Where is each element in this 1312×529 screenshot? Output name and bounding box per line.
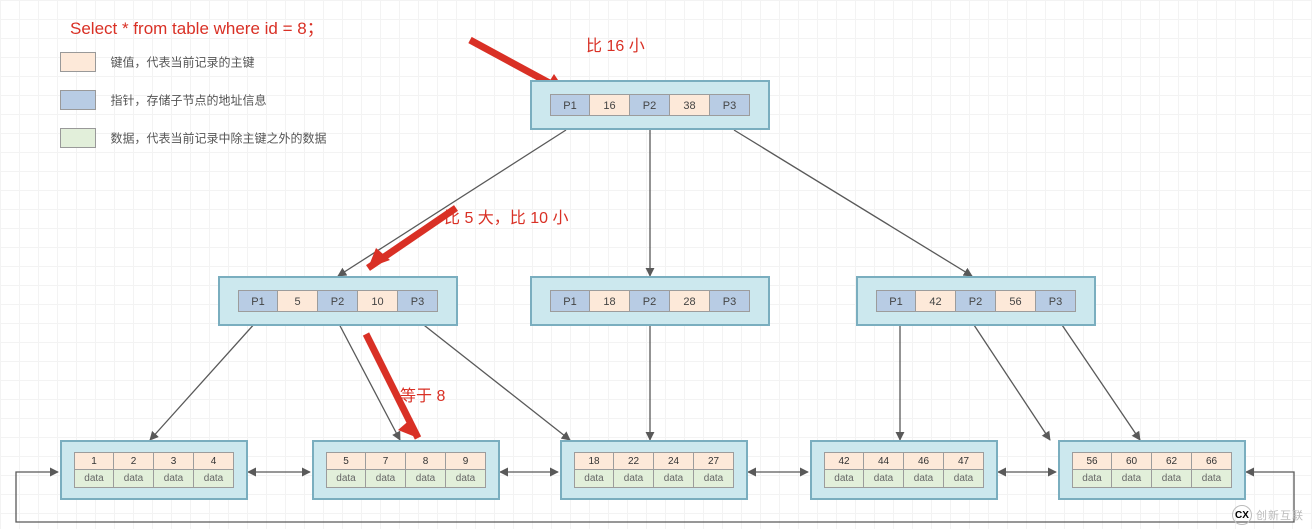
cell-ptr: P1 bbox=[876, 290, 916, 312]
cell-ptr: P3 bbox=[710, 290, 750, 312]
leaf-key: 44 bbox=[864, 452, 904, 470]
leaf-data: data bbox=[574, 470, 614, 488]
cell-ptr: P1 bbox=[238, 290, 278, 312]
legend-label: 键值，代表当前记录的主键 bbox=[110, 56, 254, 70]
legend-label: 指针，存储子节点的地址信息 bbox=[110, 94, 266, 108]
leaf-key: 2 bbox=[114, 452, 154, 470]
legend-item: 键值，代表当前记录的主键 bbox=[60, 52, 326, 72]
cell-key: 10 bbox=[358, 290, 398, 312]
leaf-key: 47 bbox=[944, 452, 984, 470]
leaf-key: 66 bbox=[1192, 452, 1232, 470]
leaf-data: data bbox=[1072, 470, 1112, 488]
leaf-data: data bbox=[366, 470, 406, 488]
leaf-data: data bbox=[1112, 470, 1152, 488]
leaf-data: data bbox=[406, 470, 446, 488]
legend-item: 数据，代表当前记录中除主键之外的数据 bbox=[60, 128, 326, 148]
leaf-key: 42 bbox=[824, 452, 864, 470]
watermark-text: 创新互联 bbox=[1256, 507, 1304, 523]
leaf-data: data bbox=[654, 470, 694, 488]
leaf-data: data bbox=[944, 470, 984, 488]
leaf-data: data bbox=[114, 470, 154, 488]
legend-item: 指针，存储子节点的地址信息 bbox=[60, 90, 326, 110]
leaf-key: 5 bbox=[326, 452, 366, 470]
leaf-key: 3 bbox=[154, 452, 194, 470]
leaf-key: 27 bbox=[694, 452, 734, 470]
cell-ptr: P1 bbox=[550, 94, 590, 116]
leaf-data: data bbox=[864, 470, 904, 488]
leaf-key: 18 bbox=[574, 452, 614, 470]
leaf-key: 7 bbox=[366, 452, 406, 470]
annotation-1: 比 16 小 bbox=[586, 32, 645, 56]
cell-key: 28 bbox=[670, 290, 710, 312]
leaf-key: 1 bbox=[74, 452, 114, 470]
leaf-data: data bbox=[326, 470, 366, 488]
cell-ptr: P2 bbox=[318, 290, 358, 312]
leaf-key: 60 bbox=[1112, 452, 1152, 470]
index-node-root: P1 16 P2 38 P3 bbox=[530, 80, 770, 130]
leaf-data: data bbox=[446, 470, 486, 488]
legend-label: 数据，代表当前记录中除主键之外的数据 bbox=[110, 132, 326, 146]
cell-ptr: P2 bbox=[630, 94, 670, 116]
leaf-node-3: 18 22 24 27 data data data data bbox=[560, 440, 748, 500]
leaf-data: data bbox=[904, 470, 944, 488]
leaf-key: 9 bbox=[446, 452, 486, 470]
cell-ptr: P3 bbox=[710, 94, 750, 116]
cell-ptr: P3 bbox=[1036, 290, 1076, 312]
index-node-m2: P1 18 P2 28 P3 bbox=[530, 276, 770, 326]
cell-key: 42 bbox=[916, 290, 956, 312]
leaf-data: data bbox=[694, 470, 734, 488]
leaf-key: 24 bbox=[654, 452, 694, 470]
cell-ptr: P2 bbox=[956, 290, 996, 312]
leaf-data: data bbox=[74, 470, 114, 488]
leaf-node-1: 1 2 3 4 data data data data bbox=[60, 440, 248, 500]
annotation-3: 等于 8 bbox=[400, 382, 445, 406]
leaf-key: 22 bbox=[614, 452, 654, 470]
index-node-m1: P1 5 P2 10 P3 bbox=[218, 276, 458, 326]
leaf-key: 4 bbox=[194, 452, 234, 470]
leaf-key: 56 bbox=[1072, 452, 1112, 470]
leaf-data: data bbox=[824, 470, 864, 488]
cell-key: 18 bbox=[590, 290, 630, 312]
leaf-data: data bbox=[154, 470, 194, 488]
cell-key: 38 bbox=[670, 94, 710, 116]
leaf-data: data bbox=[1152, 470, 1192, 488]
legend-swatch-key bbox=[60, 52, 96, 72]
leaf-key: 46 bbox=[904, 452, 944, 470]
cell-ptr: P2 bbox=[630, 290, 670, 312]
leaf-node-5: 56 60 62 66 data data data data bbox=[1058, 440, 1246, 500]
leaf-key: 8 bbox=[406, 452, 446, 470]
sql-title: Select * from table where id = 8； bbox=[70, 14, 324, 39]
annotation-2: 比 5 大，比 10 小 bbox=[444, 204, 568, 228]
cell-key: 56 bbox=[996, 290, 1036, 312]
cell-key: 16 bbox=[590, 94, 630, 116]
leaf-node-4: 42 44 46 47 data data data data bbox=[810, 440, 998, 500]
leaf-key: 62 bbox=[1152, 452, 1192, 470]
watermark: CX 创新互联 bbox=[1232, 505, 1304, 525]
legend-swatch-ptr bbox=[60, 90, 96, 110]
leaf-data: data bbox=[1192, 470, 1232, 488]
leaf-data: data bbox=[194, 470, 234, 488]
leaf-node-2: 5 7 8 9 data data data data bbox=[312, 440, 500, 500]
index-node-m3: P1 42 P2 56 P3 bbox=[856, 276, 1096, 326]
cell-key: 5 bbox=[278, 290, 318, 312]
cell-ptr: P1 bbox=[550, 290, 590, 312]
cell-ptr: P3 bbox=[398, 290, 438, 312]
legend-swatch-data bbox=[60, 128, 96, 148]
leaf-data: data bbox=[614, 470, 654, 488]
watermark-icon: CX bbox=[1232, 505, 1252, 525]
legend: 键值，代表当前记录的主键 指针，存储子节点的地址信息 数据，代表当前记录中除主键… bbox=[60, 52, 326, 166]
